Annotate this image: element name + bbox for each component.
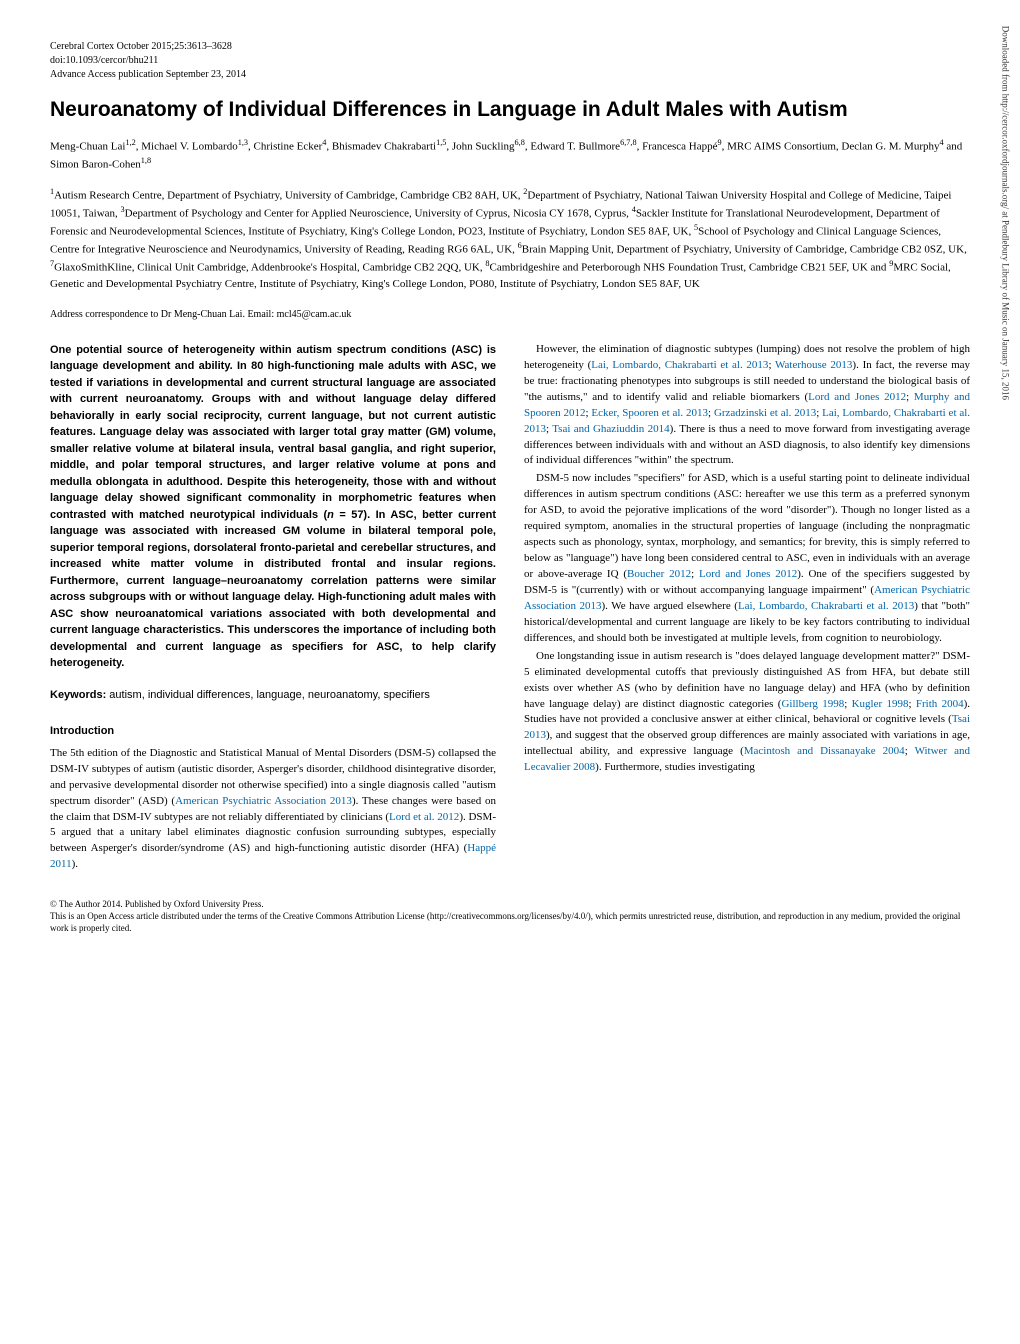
doi-line: doi:10.1093/cercor/bhu211	[50, 54, 970, 68]
keywords-block: Keywords: autism, individual differences…	[50, 688, 496, 704]
article-title: Neuroanatomy of Individual Differences i…	[50, 96, 970, 123]
journal-line: Cerebral Cortex October 2015;25:3613–362…	[50, 40, 970, 54]
footer: © The Author 2014. Published by Oxford U…	[50, 899, 970, 934]
authors-list: Meng-Chuan Lai1,2, Michael V. Lombardo1,…	[50, 137, 970, 173]
copyright-line: © The Author 2014. Published by Oxford U…	[50, 899, 970, 911]
keywords-text: autism, individual differences, language…	[106, 689, 430, 701]
left-column: One potential source of heterogeneity wi…	[50, 342, 496, 875]
correspondence: Address correspondence to Dr Meng-Chuan …	[50, 309, 970, 320]
right-column: However, the elimination of diagnostic s…	[524, 342, 970, 875]
affiliations: 1Autism Research Centre, Department of P…	[50, 186, 970, 293]
intro-paragraph-1: The 5th edition of the Diagnostic and St…	[50, 746, 496, 874]
body-paragraph-2: DSM-5 now includes "specifiers" for ASD,…	[524, 471, 970, 646]
download-side-text: Downloaded from http://cercor.oxfordjour…	[1000, 26, 1010, 400]
body-paragraph-1: However, the elimination of diagnostic s…	[524, 342, 970, 470]
keywords-label: Keywords:	[50, 689, 106, 701]
abstract: One potential source of heterogeneity wi…	[50, 342, 496, 672]
license-line: This is an Open Access article distribut…	[50, 911, 970, 934]
two-column-layout: One potential source of heterogeneity wi…	[50, 342, 970, 875]
pub-line: Advance Access publication September 23,…	[50, 68, 970, 82]
intro-heading: Introduction	[50, 724, 496, 740]
body-paragraph-3: One longstanding issue in autism researc…	[524, 649, 970, 777]
header-meta: Cerebral Cortex October 2015;25:3613–362…	[50, 40, 970, 82]
